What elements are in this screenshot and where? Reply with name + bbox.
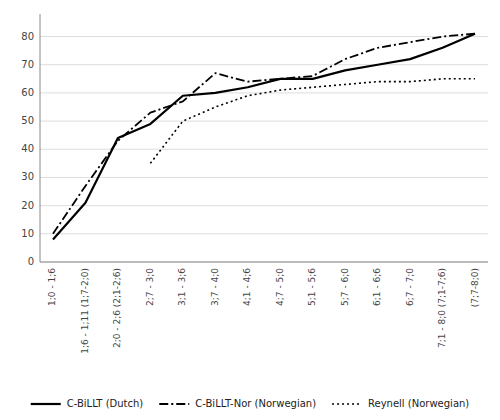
y-tick-label: 40 — [21, 143, 34, 154]
x-tick-label: 5;7 - 6;0 — [340, 268, 350, 306]
legend-handle — [31, 403, 61, 405]
grid-line — [40, 149, 488, 150]
legend-item: Reynell (Norwegian) — [332, 398, 469, 409]
legend-handle — [332, 403, 362, 405]
x-tick-label: 2;7 - 3;0 — [145, 268, 155, 306]
x-tick-label: 7;1 - 8;0 (7;1-7;6) — [437, 268, 447, 348]
legend-item: C-BiLLT (Dutch) — [31, 398, 144, 409]
y-tick-label: 0 — [28, 256, 34, 267]
y-tick-label: 30 — [21, 171, 34, 182]
series-line — [53, 34, 475, 234]
grid-line — [40, 177, 488, 178]
y-axis-line — [40, 14, 41, 262]
x-tick-label: 6;1 - 6;6 — [372, 268, 382, 306]
x-axis-line — [40, 262, 488, 263]
legend-item: C-BiLLT-Nor (Norwegian) — [159, 398, 316, 409]
legend: C-BiLLT (Dutch) C-BiLLT-Nor (Norwegian) Re… — [31, 398, 470, 409]
grid-line — [40, 233, 488, 234]
grid-line — [40, 262, 488, 263]
grid-line — [40, 205, 488, 206]
x-tick-label: 5;1 - 5;6 — [307, 268, 317, 306]
legend-label: Reynell (Norwegian) — [368, 398, 469, 409]
chart: 0 10 20 30 40 50 60 70 80 1;0 - 1;6 1;6 - 1;11 (1;… — [0, 0, 500, 420]
x-tick-label: 3;1 - 3;6 — [177, 268, 187, 306]
legend-label: C-BiLLT-Nor (Norwegian) — [195, 398, 316, 409]
y-tick-label: 50 — [21, 115, 34, 126]
x-tick-label: (7;7-8;0) — [470, 268, 480, 307]
grid-line — [40, 121, 488, 122]
legend-label: C-BiLLT (Dutch) — [67, 398, 144, 409]
grid-line — [40, 36, 488, 37]
series-line — [53, 34, 475, 240]
x-tick-label: 4;7 - 5;0 — [275, 268, 285, 306]
x-tick-label: 6;7 - 7;0 — [405, 268, 415, 306]
y-grid — [40, 37, 488, 262]
y-tick-label: 80 — [21, 31, 34, 42]
y-tick-label: 70 — [21, 59, 34, 70]
x-tick-label: 2;0 - 2;6 (2;1-2;6) — [112, 268, 122, 348]
grid-line — [40, 64, 488, 65]
x-tick-label: 3;7 - 4;0 — [210, 268, 220, 306]
grid-line — [40, 92, 488, 93]
x-tick-label: 4;1 - 4;6 — [242, 268, 252, 306]
y-tick-label: 10 — [21, 228, 34, 239]
lines — [53, 34, 475, 240]
x-tick-label: 1;6 - 1;11 (1;7-2;0) — [80, 268, 90, 354]
series-line — [150, 79, 475, 164]
y-tick-label: 60 — [21, 87, 34, 98]
y-tick-label: 20 — [21, 200, 34, 211]
legend-handle — [159, 403, 189, 405]
x-tick-label: 1;0 - 1;6 — [47, 268, 57, 306]
